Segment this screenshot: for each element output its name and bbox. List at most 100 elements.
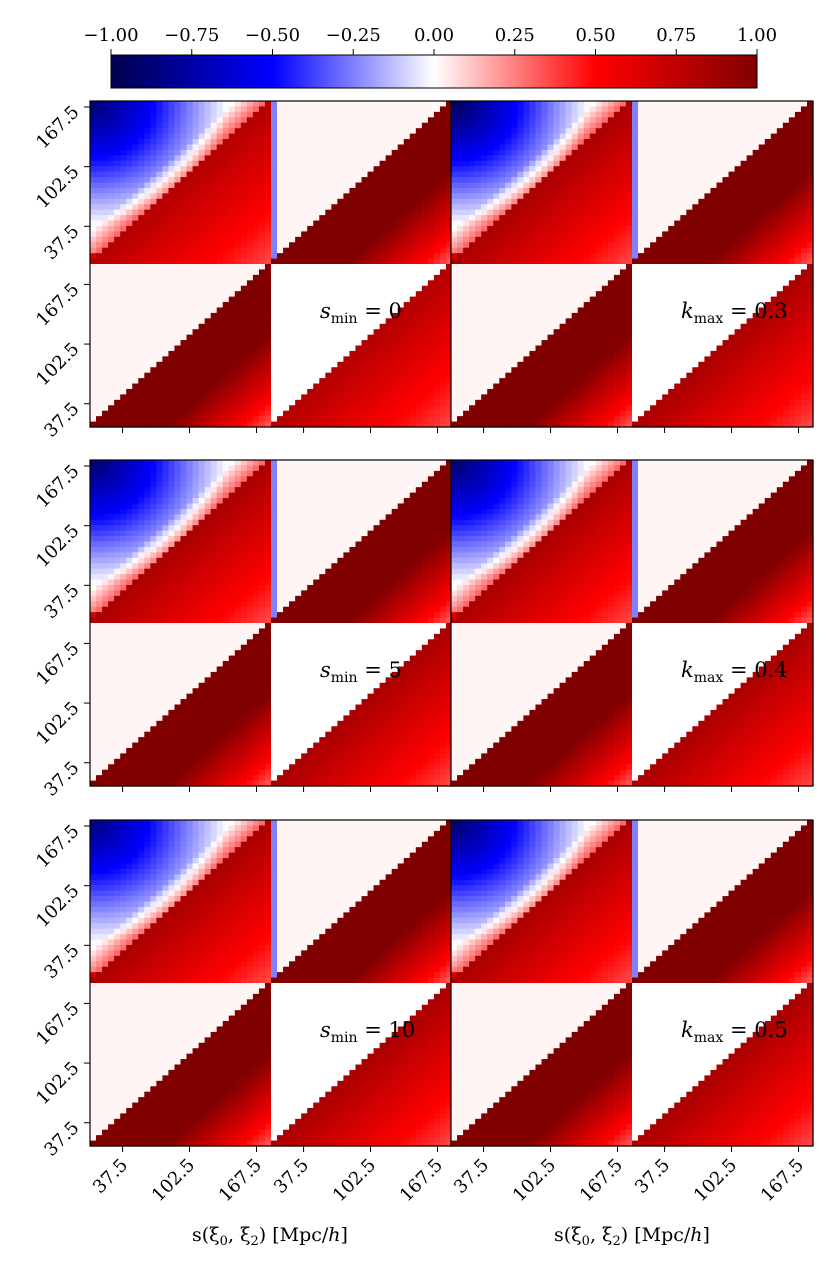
heatmap-cell — [108, 117, 115, 124]
heatmap-cell — [656, 187, 663, 194]
heatmap-cell — [240, 122, 248, 129]
heatmap-cell — [343, 166, 351, 173]
heatmap-cell — [571, 117, 579, 124]
heatmap-cell — [120, 171, 127, 178]
heatmap-cell — [601, 209, 609, 216]
heatmap-cell — [535, 149, 543, 156]
heatmap-cell — [517, 111, 524, 118]
heatmap-cell — [517, 171, 524, 178]
heatmap-cell — [746, 193, 754, 200]
heatmap-cell — [433, 193, 441, 200]
heatmap-cell — [469, 177, 476, 184]
heatmap-cell — [439, 345, 447, 352]
heatmap-cell — [788, 166, 796, 173]
heatmap-cell — [656, 204, 663, 211]
heatmap-cell — [451, 133, 458, 140]
heatmap-cell — [499, 177, 506, 184]
heatmap-cell — [252, 155, 260, 162]
heatmap-cell — [391, 318, 399, 325]
heatmap-cell — [222, 111, 230, 118]
heatmap-cell — [481, 155, 488, 162]
heatmap-cell — [319, 133, 326, 140]
heatmap-cell — [108, 285, 115, 292]
heatmap-cell — [565, 155, 573, 162]
heatmap-cell — [174, 193, 182, 200]
heatmap-cell — [144, 209, 151, 216]
heatmap-cell — [144, 291, 151, 298]
heatmap-cell — [295, 340, 302, 347]
heatmap-cell — [240, 394, 248, 401]
heatmap-cell — [740, 182, 748, 189]
heatmap-cell — [806, 139, 814, 146]
heatmap-cell — [565, 139, 573, 146]
heatmap-cell — [403, 209, 411, 216]
heatmap-cell — [331, 225, 338, 232]
heatmap-cell — [204, 215, 212, 222]
heatmap-cell — [144, 187, 151, 194]
heatmap-cell — [752, 198, 760, 205]
heatmap-cell — [433, 258, 441, 265]
heatmap-cell — [650, 111, 657, 118]
heatmap-cell — [337, 133, 344, 140]
heatmap-cell — [704, 166, 712, 173]
heatmap-cell — [150, 182, 157, 189]
heatmap-cell — [445, 160, 453, 167]
heatmap-cell — [120, 367, 127, 374]
heatmap-cell — [252, 329, 260, 336]
heatmap-cell — [174, 318, 182, 325]
heatmap-cell — [337, 253, 344, 260]
heatmap-cell — [126, 155, 133, 162]
heatmap-cell — [192, 340, 200, 347]
heatmap-cell — [704, 171, 712, 178]
heatmap-cell — [319, 122, 326, 129]
heatmap-cell — [607, 166, 615, 173]
heatmap-cell — [403, 264, 411, 271]
heatmap-cell — [433, 307, 441, 314]
heatmap-cell — [264, 285, 272, 292]
heatmap-cell — [445, 187, 453, 194]
heatmap-cell — [589, 204, 597, 211]
heatmap-cell — [782, 155, 790, 162]
heatmap-cell — [307, 253, 314, 260]
heatmap-cell — [246, 117, 254, 124]
heatmap-cell — [379, 247, 387, 254]
heatmap-cell — [313, 247, 320, 254]
heatmap-cell — [445, 166, 453, 173]
heatmap-cell — [222, 274, 230, 281]
heatmap-cell — [409, 215, 417, 222]
heatmap-cell — [301, 372, 308, 379]
heatmap-cell — [409, 285, 417, 292]
heatmap-cell — [391, 236, 399, 243]
heatmap-cell — [607, 209, 615, 216]
heatmap-cell — [210, 421, 218, 428]
heatmap-cell — [680, 193, 687, 200]
heatmap-cell — [794, 149, 802, 156]
heatmap-cell — [313, 111, 320, 118]
heatmap-cell — [758, 144, 766, 151]
heatmap-cell — [433, 399, 441, 406]
heatmap-cell — [186, 302, 194, 309]
heatmap-cell — [457, 177, 464, 184]
heatmap-cell — [156, 356, 163, 363]
heatmap-cell — [686, 198, 693, 205]
heatmap-cell — [313, 329, 320, 336]
heatmap-cell — [535, 187, 543, 194]
heatmap-cell — [174, 139, 182, 146]
heatmap-cell — [162, 204, 170, 211]
heatmap-cell — [355, 101, 363, 108]
heatmap-cell — [463, 187, 470, 194]
heatmap-cell — [481, 149, 488, 156]
heatmap-cell — [240, 155, 248, 162]
heatmap-cell — [595, 128, 603, 135]
heatmap-cell — [301, 361, 308, 368]
heatmap-cell — [716, 111, 724, 118]
heatmap-cell — [289, 144, 296, 151]
heatmap-cell — [343, 356, 351, 363]
heatmap-cell — [289, 323, 296, 330]
heatmap-cell — [180, 361, 188, 368]
heatmap-cell — [373, 383, 381, 390]
heatmap-cell — [373, 253, 381, 260]
heatmap-cell — [150, 171, 157, 178]
heatmap-cell — [680, 101, 687, 108]
heatmap-cell — [301, 329, 308, 336]
